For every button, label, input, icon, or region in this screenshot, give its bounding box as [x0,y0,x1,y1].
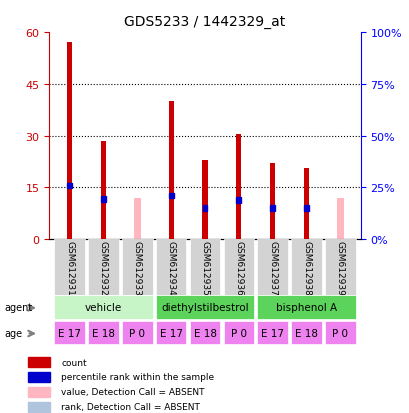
Bar [202,206,207,211]
Text: diethylstilbestrol: diethylstilbestrol [161,302,248,312]
Title: GDS5233 / 1442329_at: GDS5233 / 1442329_at [124,15,285,29]
FancyBboxPatch shape [291,240,321,295]
Text: E 17: E 17 [261,328,283,338]
FancyBboxPatch shape [122,240,152,295]
Bar [270,206,274,211]
Text: agent: agent [4,302,32,312]
FancyBboxPatch shape [324,240,355,295]
FancyBboxPatch shape [88,240,118,295]
FancyBboxPatch shape [155,296,254,319]
FancyBboxPatch shape [257,240,287,295]
Bar [133,198,140,240]
Bar [236,135,241,240]
Text: E 18: E 18 [294,328,317,338]
FancyBboxPatch shape [257,296,355,319]
Bar [336,198,343,240]
Text: GSM612938: GSM612938 [301,240,310,295]
Bar [336,213,343,240]
Bar [270,164,274,240]
Text: E 18: E 18 [193,328,216,338]
Text: P 0: P 0 [230,328,246,338]
Text: GSM612931: GSM612931 [65,240,74,295]
Text: GSM612934: GSM612934 [166,240,175,295]
Text: value, Detection Call = ABSENT: value, Detection Call = ABSENT [61,387,204,396]
Bar [303,206,308,211]
FancyBboxPatch shape [291,321,321,344]
FancyBboxPatch shape [257,321,287,344]
FancyBboxPatch shape [223,321,254,344]
Bar [101,142,106,240]
Bar [67,43,72,240]
Text: GSM612936: GSM612936 [234,240,243,295]
Bar [202,160,207,240]
Text: bisphenol A: bisphenol A [275,302,336,312]
FancyBboxPatch shape [54,321,85,344]
FancyBboxPatch shape [155,321,186,344]
FancyBboxPatch shape [54,296,152,319]
FancyBboxPatch shape [189,240,220,295]
Text: P 0: P 0 [129,328,145,338]
Bar [28,372,50,382]
Text: GSM612939: GSM612939 [335,240,344,295]
Bar [168,193,173,199]
Text: E 18: E 18 [92,328,115,338]
Bar [28,357,50,367]
Text: GSM612933: GSM612933 [133,240,142,295]
Bar [28,387,50,397]
Text: GSM612935: GSM612935 [200,240,209,295]
Text: E 17: E 17 [58,328,81,338]
FancyBboxPatch shape [54,240,85,295]
Bar [28,402,50,412]
FancyBboxPatch shape [189,321,220,344]
Text: E 17: E 17 [159,328,182,338]
Text: percentile rank within the sample: percentile rank within the sample [61,373,213,382]
Text: rank, Detection Call = ABSENT: rank, Detection Call = ABSENT [61,402,200,411]
Bar [236,197,241,203]
FancyBboxPatch shape [155,240,186,295]
Text: GSM612932: GSM612932 [99,240,108,295]
Bar [101,197,106,202]
Bar [303,169,308,240]
Text: count: count [61,358,87,367]
Text: vehicle: vehicle [85,302,122,312]
Text: age: age [4,328,22,338]
FancyBboxPatch shape [88,321,118,344]
Text: P 0: P 0 [332,328,348,338]
FancyBboxPatch shape [223,240,254,295]
Bar [67,183,72,189]
Bar [168,102,173,240]
FancyBboxPatch shape [324,321,355,344]
Text: GSM612937: GSM612937 [267,240,276,295]
FancyBboxPatch shape [122,321,152,344]
